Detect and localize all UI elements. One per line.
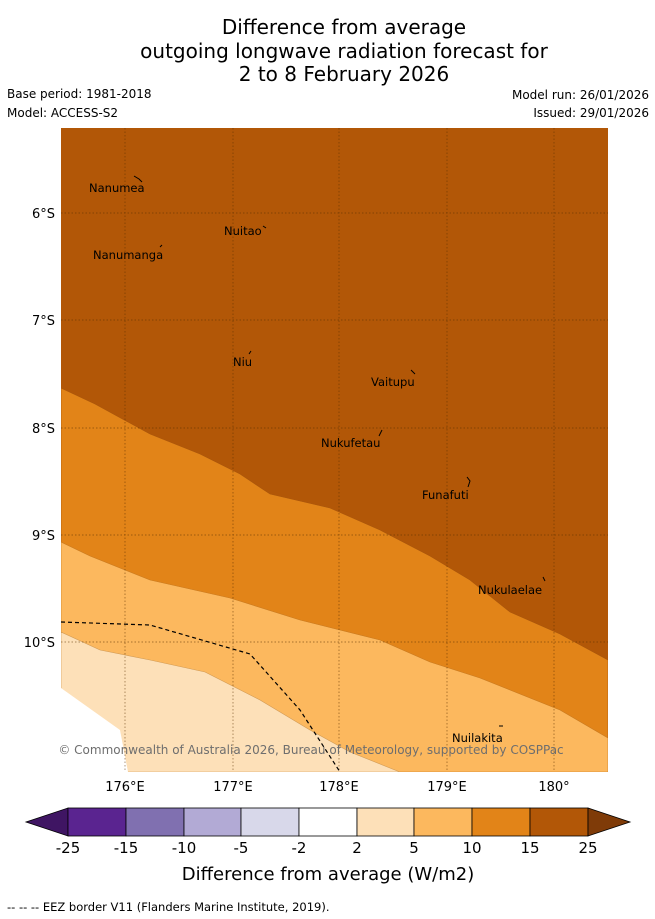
label-niu: Niu [233, 355, 252, 369]
color-legend [24, 807, 632, 837]
lat-label-8s: 8°S [32, 422, 55, 437]
island-nukulaelae-shape [542, 576, 546, 582]
eez-border-line [60, 621, 341, 773]
legend-tick-neg15: -15 [114, 839, 139, 857]
island-nanumanga-shape [159, 244, 163, 248]
island-nuitao-shape [262, 225, 267, 229]
island-funafuti-shape [466, 476, 471, 488]
anomaly-contours [61, 128, 608, 772]
model-text: Model: ACCESS-S2 [7, 106, 119, 120]
copyright-notice: © Commonwealth of Australia 2026, Bureau… [58, 743, 563, 757]
island-labels: Nanumea Nuitao Nanumanga Niu Vaitupu Nuk… [89, 181, 542, 745]
lon-label-177e: 177°E [213, 780, 253, 795]
eez-footnote: -- -- -- EEZ border V11 (Flanders Marine… [7, 900, 330, 914]
label-nanumea: Nanumea [89, 181, 145, 195]
base-period-text: Base period: 1981-2018 [7, 87, 152, 101]
legend-extend-high [587, 807, 632, 837]
island-vaitupu-shape [410, 369, 416, 375]
graticule [61, 128, 608, 772]
title-line-1: Difference from average [221, 15, 467, 39]
label-nukufetau: Nukufetau [321, 436, 380, 450]
legend-swatch-10-15 [471, 807, 531, 837]
legend-tick-25: 25 [578, 839, 597, 857]
legend-tick-neg10: -10 [172, 839, 197, 857]
legend-swatch-neg25-neg15 [67, 807, 127, 837]
legend-tick-5: 5 [409, 839, 419, 857]
lon-label-180: 180° [538, 780, 569, 795]
lon-label-178e: 178°E [319, 780, 359, 795]
legend-tick-neg5: -5 [234, 839, 249, 857]
legend-tick-15: 15 [520, 839, 539, 857]
label-funafuti: Funafuti [422, 488, 469, 502]
legend-swatch-5-10 [413, 807, 473, 837]
legend-swatch-neg15-neg10 [125, 807, 185, 837]
title-line-3: 2 to 8 February 2026 [238, 62, 450, 86]
lon-label-179e: 179°E [427, 780, 467, 795]
legend-tick-labels: -25 -15 -10 -5 -2 2 5 10 15 25 [56, 839, 598, 857]
title-line-2: outgoing longwave radiation forecast for [140, 38, 548, 63]
legend-swatch-2-5 [356, 807, 415, 837]
legend-tick-neg2: -2 [292, 839, 307, 857]
map-title: Difference from average outgoing longwav… [0, 15, 655, 87]
label-vaitupu: Vaitupu [371, 375, 415, 389]
legend-extend-low [24, 807, 69, 837]
lon-label-176e: 176°E [105, 780, 145, 795]
legend-tick-10: 10 [462, 839, 481, 857]
legend-tick-neg25: -25 [56, 839, 81, 857]
legend-swatch-neg10-neg5 [183, 807, 242, 837]
island-niu-shape [248, 350, 252, 355]
label-nuitao: Nuitao [224, 224, 262, 238]
legend-swatch-neg2-2 [298, 807, 358, 837]
lat-label-6s: 6°S [32, 207, 55, 222]
model-run-text: Model run: 26/01/2026 [511, 88, 649, 102]
contour-band-2-5 [61, 631, 401, 772]
island-shapes [133, 175, 546, 727]
latitude-labels: 6°S 7°S 8°S 9°S 10°S [24, 207, 55, 651]
lat-label-7s: 7°S [32, 314, 55, 329]
label-nuilakita: Nuilakita [452, 731, 503, 745]
island-nanumea-shape [133, 175, 143, 183]
island-nukufetau-shape [378, 429, 383, 437]
legend-swatch-neg5-neg2 [240, 807, 300, 837]
legend-swatch-15-25 [529, 807, 589, 837]
lat-label-10s: 10°S [24, 636, 55, 651]
longitude-labels: 176°E 177°E 178°E 179°E 180° [105, 780, 569, 795]
label-nukulaelae: Nukulaelae [478, 583, 542, 597]
contour-band-neutral [61, 688, 128, 772]
legend-title: Difference from average (W/m2) [182, 864, 474, 885]
lat-label-9s: 9°S [32, 529, 55, 544]
issued-text: Issued: 29/01/2026 [533, 106, 649, 120]
legend-tick-2: 2 [352, 839, 362, 857]
label-nanumanga: Nanumanga [93, 248, 163, 262]
